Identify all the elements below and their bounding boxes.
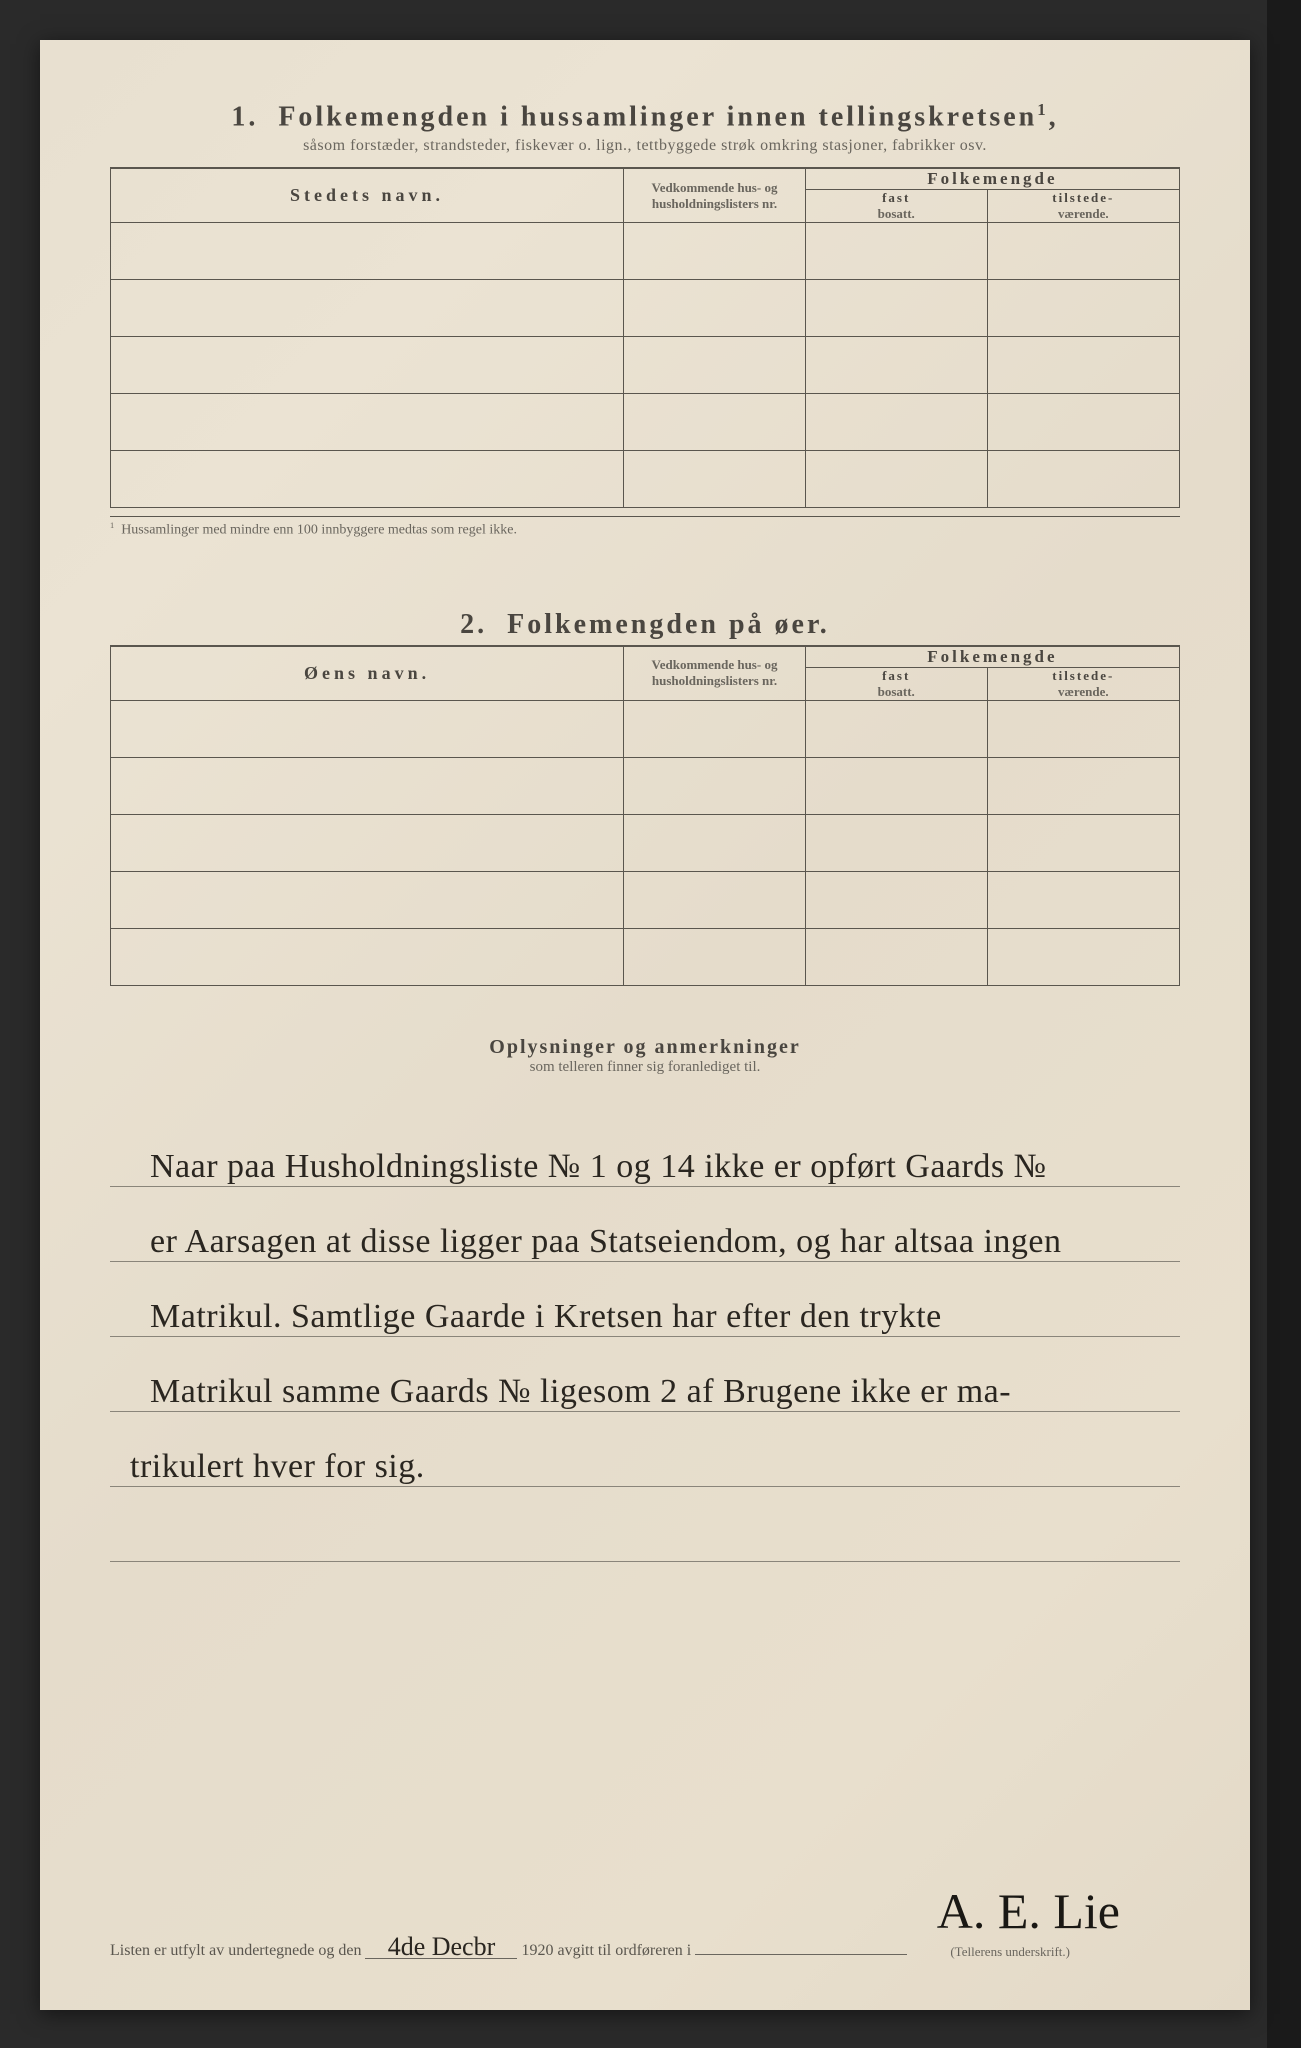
table-row xyxy=(111,700,1180,757)
table-row xyxy=(111,871,1180,928)
table-row xyxy=(111,814,1180,871)
handwritten-line: er Aarsagen at disse ligger paa Statseie… xyxy=(150,1223,1062,1261)
rule-line xyxy=(110,1186,1180,1187)
table-row xyxy=(111,337,1180,394)
section1-subtitle: såsom forstæder, strandsteder, fiskevær … xyxy=(110,137,1180,155)
section2-title-text: Folkemengden på øer. xyxy=(507,609,830,640)
table-row xyxy=(111,757,1180,814)
s1-col-til: tilstede- værende. xyxy=(987,190,1179,223)
handwritten-line: Naar paa Husholdningsliste № 1 og 14 ikk… xyxy=(150,1148,1047,1186)
section1-title-text: Folkemengden i hussamlinger innen tellin… xyxy=(278,101,1037,132)
table-row xyxy=(111,280,1180,337)
section2-number: 2. xyxy=(460,609,487,640)
footer-to-blank xyxy=(695,1954,907,1955)
rule-line xyxy=(110,1561,1180,1562)
table-row xyxy=(111,394,1180,451)
s1-col-lists: Vedkommende hus- og husholdningslisters … xyxy=(624,168,806,223)
remarks-writing-area: Naar paa Husholdningsliste № 1 og 14 ikk… xyxy=(110,1116,1180,1596)
s1-col-pop: Folkemengde xyxy=(805,168,1179,190)
s2-col-lists: Vedkommende hus- og husholdningslisters … xyxy=(624,646,806,701)
footer-date-hand: 4de Decbr xyxy=(365,1937,517,1959)
rule-line xyxy=(110,1261,1180,1262)
section1-footnote: 1 Hussamlinger med mindre enn 100 innbyg… xyxy=(110,516,1180,539)
handwritten-line: Matrikul. Samtlige Gaarde i Kretsen har … xyxy=(150,1298,942,1336)
footer: Listen er utfylt av undertegnede og den … xyxy=(110,1937,1180,1960)
document-page: 1. Folkemengden i hussamlinger innen tel… xyxy=(40,40,1250,2010)
section1-number: 1. xyxy=(231,101,258,132)
s1-col-fast: fast bosatt. xyxy=(805,190,987,223)
s2-col-fast: fast bosatt. xyxy=(805,667,987,700)
signature: A. E. Lie xyxy=(937,1882,1120,1940)
rule-line xyxy=(110,1486,1180,1487)
s1-col-place: Stedets navn. xyxy=(111,168,624,223)
remarks-title: Oplysninger og anmerkninger xyxy=(110,1036,1180,1059)
scan-edge xyxy=(1267,0,1301,2048)
rule-line xyxy=(110,1411,1180,1412)
section2-title: 2. Folkemengden på øer. xyxy=(110,609,1180,641)
remarks-subtitle: som telleren finner sig foranlediget til… xyxy=(110,1059,1180,1076)
handwritten-line: Matrikul samme Gaards № ligesom 2 af Bru… xyxy=(150,1373,1011,1411)
table-row xyxy=(111,928,1180,985)
s2-col-place: Øens navn. xyxy=(111,646,624,701)
handwritten-line: trikulert hver for sig. xyxy=(130,1448,425,1486)
section1-title: 1. Folkemengden i hussamlinger innen tel… xyxy=(110,100,1180,133)
section2-table: Øens navn. Vedkommende hus- og husholdni… xyxy=(110,645,1180,986)
rule-line xyxy=(110,1336,1180,1337)
table-row xyxy=(111,451,1180,508)
section1-table: Stedets navn. Vedkommende hus- og hushol… xyxy=(110,167,1180,508)
signature-caption: (Tellerens underskrift.) xyxy=(950,1944,1070,1960)
table-row xyxy=(111,223,1180,280)
s2-col-til: tilstede- værende. xyxy=(987,667,1179,700)
section1-title-sup: 1 xyxy=(1037,100,1048,119)
s2-col-pop: Folkemengde xyxy=(805,646,1179,668)
